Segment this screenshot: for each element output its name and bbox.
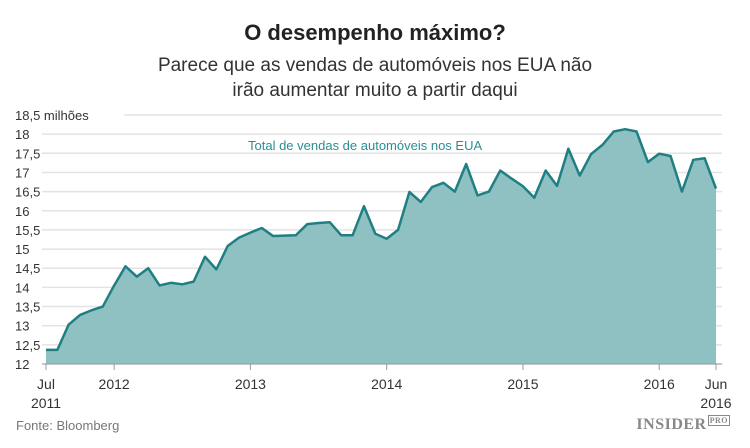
- y-tick-label: 15,5: [15, 223, 40, 238]
- y-tick-label: 18: [15, 127, 29, 142]
- y-tick-label: 15: [15, 242, 29, 257]
- insider-pro-logo: INSIDER PRO: [636, 415, 730, 434]
- y-tick-label: 13: [15, 319, 29, 334]
- chart-subtitle-line2: irão aumentar muito a partir daqui: [232, 80, 518, 101]
- area-fill: [46, 129, 716, 364]
- y-tick-label: 13,5: [15, 300, 40, 315]
- x-tick-label-year: 2011: [31, 395, 61, 411]
- y-tick-label: 17,5: [15, 146, 40, 161]
- logo-text: INSIDER: [636, 416, 707, 433]
- y-tick-label: 14,5: [15, 261, 40, 276]
- series-line: [46, 127, 718, 352]
- x-tick-label: 2012: [99, 376, 130, 392]
- x-tick-label: 2015: [507, 376, 538, 392]
- x-tick-label: 2016: [644, 376, 675, 392]
- series-label: Total de vendas de automóveis nos EUA: [248, 138, 482, 153]
- y-tick-label: 16,5: [15, 185, 40, 200]
- x-tick-label: 2014: [371, 376, 402, 392]
- y-tick-label: 17: [15, 165, 29, 180]
- y-tick-label: 12,5: [15, 338, 40, 353]
- y-tick-label: 16: [15, 204, 29, 219]
- x-tick-label: Jun: [705, 376, 728, 392]
- x-tick-label: 2013: [235, 376, 266, 392]
- logo-sup: PRO: [707, 415, 730, 426]
- chart-subtitle-line1: Parece que as vendas de automóveis nos E…: [157, 55, 593, 76]
- y-tick-label: 14: [15, 280, 29, 295]
- y-tick-label: 12: [15, 357, 29, 372]
- x-tick-label: Jul: [37, 376, 55, 392]
- source-note: Fonte: Bloomberg: [16, 418, 120, 433]
- chart-title: O desempenho máximo?: [244, 20, 506, 45]
- y-tick-label: 18,5 milhões: [15, 108, 89, 123]
- x-tick-label-year: 2016: [700, 395, 731, 411]
